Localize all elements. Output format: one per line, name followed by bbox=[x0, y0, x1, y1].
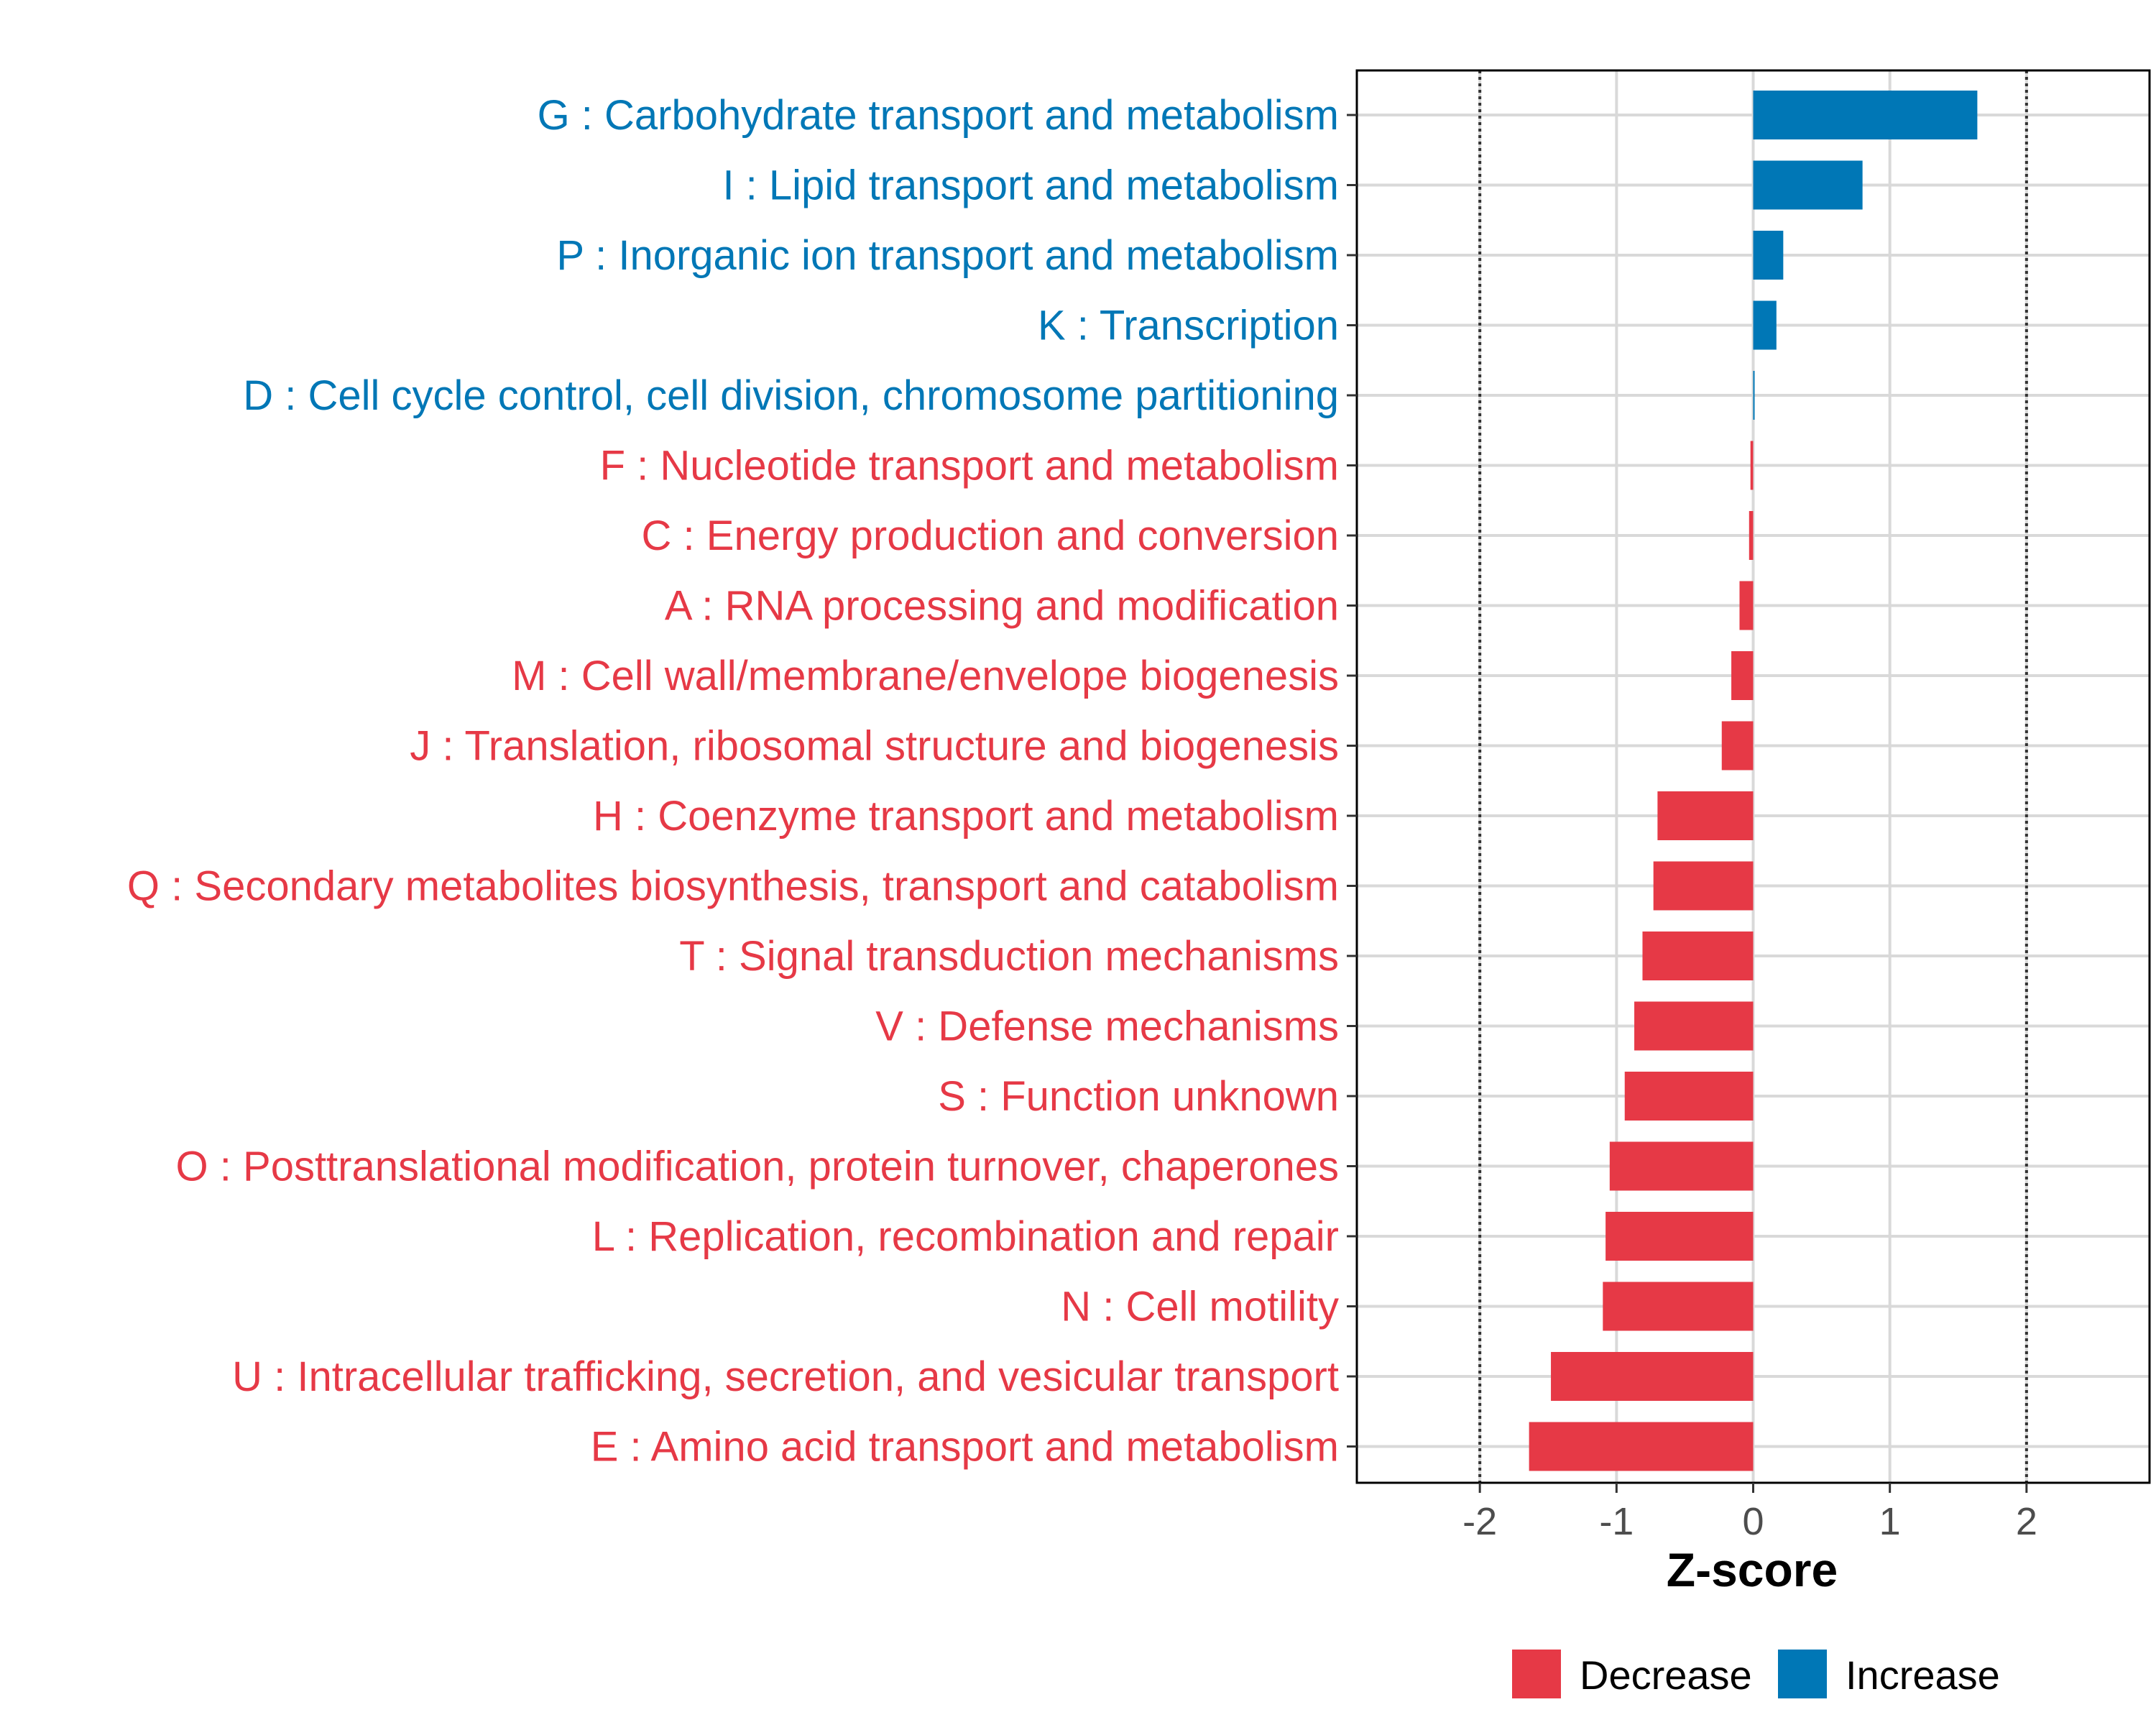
category-label: F : Nucleotide transport and metabolism bbox=[600, 443, 1339, 489]
bars bbox=[1529, 91, 1978, 1471]
category-label: K : Transcription bbox=[1038, 303, 1339, 349]
legend-swatch-increase bbox=[1778, 1650, 1827, 1698]
bar-a bbox=[1739, 581, 1754, 630]
category-label: P : Inorganic ion transport and metaboli… bbox=[556, 232, 1339, 279]
category-label: U : Intracellular trafficking, secretion… bbox=[232, 1353, 1339, 1400]
bar-q bbox=[1653, 861, 1754, 911]
bar-e bbox=[1529, 1422, 1754, 1471]
category-label: V : Defense mechanisms bbox=[875, 1003, 1339, 1050]
category-label: S : Function unknown bbox=[938, 1073, 1339, 1120]
category-label: G : Carbohydrate transport and metabolis… bbox=[538, 92, 1339, 139]
category-label: M : Cell wall/membrane/envelope biogenes… bbox=[512, 653, 1339, 699]
category-label: D : Cell cycle control, cell division, c… bbox=[243, 372, 1339, 419]
category-label: O : Posttranslational modification, prot… bbox=[176, 1144, 1339, 1190]
category-label: C : Energy production and conversion bbox=[642, 512, 1339, 559]
x-tick-label: -1 bbox=[1599, 1500, 1634, 1543]
bar-k bbox=[1753, 300, 1777, 350]
bar-o bbox=[1609, 1141, 1754, 1191]
bar-f bbox=[1750, 441, 1754, 490]
category-label: E : Amino acid transport and metabolism bbox=[591, 1424, 1339, 1471]
legend-label-decrease: Decrease bbox=[1580, 1652, 1752, 1698]
x-axis-title: Z-score bbox=[1667, 1543, 1838, 1596]
bar-i bbox=[1753, 160, 1863, 210]
category-label: T : Signal transduction mechanisms bbox=[679, 933, 1339, 980]
category-label: I : Lipid transport and metabolism bbox=[722, 162, 1339, 209]
x-axis: -2 -1 0 1 2 bbox=[1462, 1483, 2037, 1543]
x-tick-label: 1 bbox=[1879, 1500, 1901, 1543]
category-label: J : Translation, ribosomal structure and… bbox=[410, 723, 1339, 770]
bar-l bbox=[1606, 1212, 1754, 1261]
bar-s bbox=[1624, 1072, 1754, 1121]
bar-u bbox=[1551, 1352, 1754, 1401]
x-tick-label: -2 bbox=[1462, 1500, 1497, 1543]
bar-v bbox=[1634, 1001, 1754, 1051]
category-label: N : Cell motility bbox=[1061, 1284, 1339, 1330]
x-tick-label: 2 bbox=[2016, 1500, 2037, 1543]
bar-g bbox=[1753, 91, 1978, 139]
legend: Decrease Increase bbox=[1512, 1650, 2000, 1698]
category-label: L : Replication, recombination and repai… bbox=[592, 1213, 1339, 1260]
x-tick-label: 0 bbox=[1742, 1500, 1764, 1543]
y-axis: G : Carbohydrate transport and metabolis… bbox=[127, 92, 1357, 1471]
bar-m bbox=[1731, 651, 1754, 700]
category-label: A : RNA processing and modification bbox=[665, 583, 1339, 630]
bar-j bbox=[1721, 721, 1754, 770]
category-label: H : Coenzyme transport and metabolism bbox=[593, 793, 1339, 840]
reference-lines bbox=[1478, 70, 2028, 1483]
bar-h bbox=[1657, 791, 1754, 840]
legend-swatch-decrease bbox=[1512, 1650, 1561, 1698]
bar-c bbox=[1749, 511, 1754, 560]
bar-d bbox=[1753, 371, 1755, 420]
legend-label-increase: Increase bbox=[1846, 1652, 2000, 1698]
bar-t bbox=[1642, 932, 1754, 980]
bar-n bbox=[1603, 1282, 1754, 1331]
category-label: Q : Secondary metabolites biosynthesis, … bbox=[127, 863, 1339, 910]
bar-p bbox=[1753, 231, 1784, 280]
